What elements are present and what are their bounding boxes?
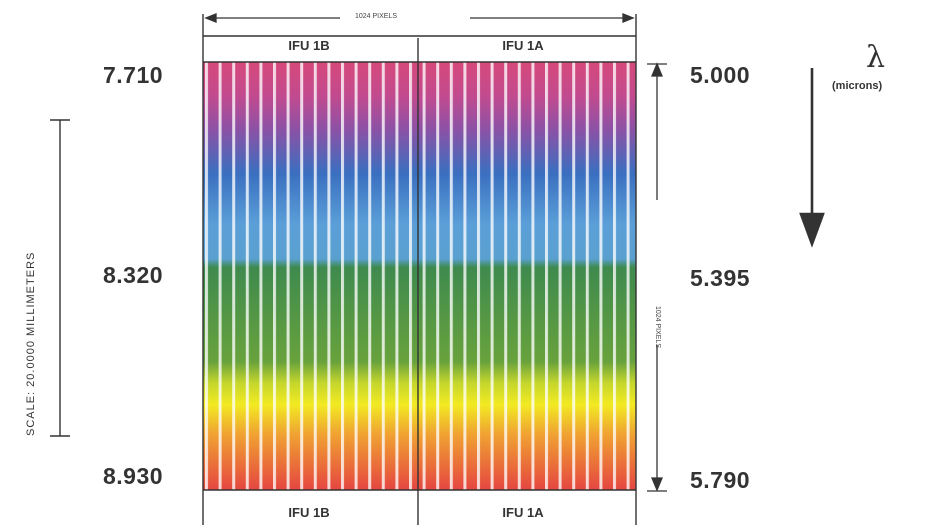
lambda-symbol: λ — [866, 40, 886, 75]
top-pixel-arrow — [204, 13, 635, 23]
scale-label: SCALE: 20.0000 MILLIMETERS — [25, 251, 37, 436]
ifu-bottom-left-label: IFU 1B — [288, 505, 330, 520]
ifu-top-right-label: IFU 1A — [502, 38, 544, 53]
right-value-bottom: 5.790 — [690, 467, 751, 493]
top-pixel-label: 1024 PIXELS — [355, 13, 398, 20]
wavelength-unit: (microns) — [832, 80, 883, 92]
right-value-top: 5.000 — [690, 62, 751, 88]
left-value-top: 7.710 — [103, 62, 164, 88]
scale-bar — [50, 119, 70, 437]
slit-stripes — [203, 62, 636, 490]
side-pixel-arrow — [651, 62, 663, 492]
ifu-bottom-right-label: IFU 1A — [502, 505, 544, 520]
side-pixel-label: 1024 PIXELS — [654, 306, 661, 349]
ifu-top-left-label: IFU 1B — [288, 38, 330, 53]
left-value-middle: 8.320 — [103, 262, 164, 288]
wavelength-arrow — [799, 68, 825, 248]
right-value-middle: 5.395 — [690, 265, 751, 291]
left-value-bottom: 8.930 — [103, 463, 164, 489]
